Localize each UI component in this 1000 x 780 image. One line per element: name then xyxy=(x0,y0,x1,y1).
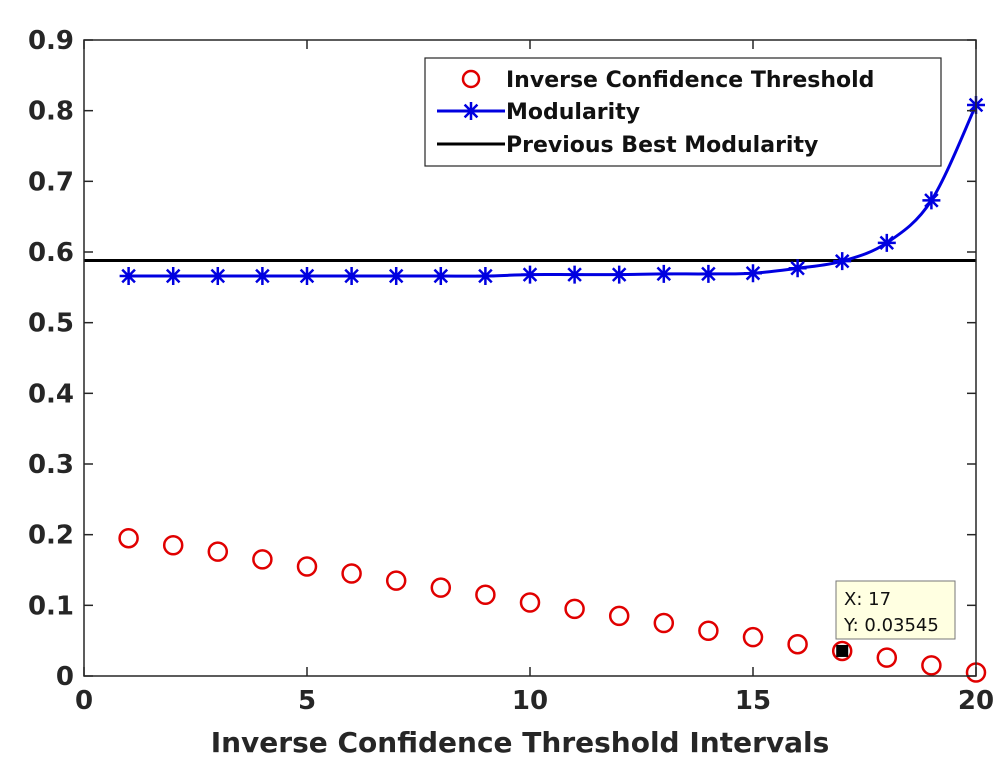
y-tick-label: 0 xyxy=(56,662,74,692)
modularity-point xyxy=(877,233,896,252)
modularity-point xyxy=(833,252,852,271)
modularity-point xyxy=(922,191,941,210)
datatip-x-text: X: 17 xyxy=(844,589,891,610)
x-tick-label: 10 xyxy=(512,686,548,716)
y-tick-label: 0.7 xyxy=(28,167,74,197)
modularity-point xyxy=(565,265,584,284)
modularity-point xyxy=(387,267,406,286)
inverse-confidence-threshold-point xyxy=(296,556,318,577)
modularity-point xyxy=(476,267,495,286)
modularity-point xyxy=(298,267,316,286)
y-tick-label: 0.8 xyxy=(28,97,74,127)
inverse-confidence-threshold-point xyxy=(162,535,184,556)
inverse-confidence-threshold-point xyxy=(921,655,942,676)
inverse-confidence-threshold-point xyxy=(519,592,541,613)
inverse-confidence-threshold-point xyxy=(475,584,496,605)
datatip[interactable]: X: 17 Y: 0.03545 xyxy=(835,580,956,640)
modularity-point xyxy=(431,267,450,286)
inverse-confidence-threshold-point xyxy=(608,605,630,627)
inverse-confidence-threshold-point xyxy=(118,527,139,549)
modularity-point xyxy=(654,264,673,283)
inverse-confidence-threshold-point xyxy=(653,612,675,634)
modularity-point xyxy=(610,265,629,284)
y-tick-label: 0.6 xyxy=(28,238,74,268)
inverse-confidence-threshold-point xyxy=(430,577,452,598)
legend-marker-modularity xyxy=(462,102,480,120)
modularity-point xyxy=(119,267,138,286)
inverse-confidence-threshold-point xyxy=(252,549,273,570)
x-tick-label: 20 xyxy=(958,686,994,716)
datatip-box xyxy=(835,580,956,640)
inverse-confidence-threshold-point xyxy=(876,647,898,668)
inverse-confidence-threshold-point xyxy=(341,563,362,584)
modularity-point xyxy=(699,264,718,283)
axis-ticks: 0 5 10 15 20 0 0.1 0.2 0.3 0.4 0.5 0.6 0.7 0.8 0.9 xyxy=(28,26,994,716)
y-tick-label: 0.5 xyxy=(28,309,74,339)
legend-label-modularity: Modularity xyxy=(506,100,640,125)
inverse-confidence-threshold-point xyxy=(564,598,585,620)
modularity-point xyxy=(521,265,539,284)
plot-area xyxy=(84,96,987,683)
x-tick-label: 0 xyxy=(75,686,93,716)
y-tick-label: 0.1 xyxy=(28,591,74,621)
modularity-point xyxy=(253,267,272,286)
y-tick-label: 0.4 xyxy=(28,379,74,409)
modularity-point xyxy=(208,267,227,286)
axes-frame xyxy=(83,39,977,677)
legend[interactable]: Inverse Confidence Threshold Modularity … xyxy=(424,57,942,167)
modularity-point xyxy=(342,267,361,286)
modularity-point xyxy=(788,259,807,278)
datatip-y-text: Y: 0.03545 xyxy=(843,615,939,636)
y-tick-label: 0.9 xyxy=(28,26,74,56)
inverse-confidence-threshold-point xyxy=(385,570,407,591)
x-tick-label: 5 xyxy=(298,686,316,716)
legend-label-inverse-confidence-threshold: Inverse Confidence Threshold xyxy=(506,68,874,93)
legend-marker-inverse-confidence-threshold xyxy=(461,69,481,89)
modularity-point xyxy=(164,267,183,286)
y-tick-label: 0.3 xyxy=(28,450,74,480)
inverse-confidence-threshold-point xyxy=(831,640,853,662)
inverse-confidence-threshold-point xyxy=(742,626,764,648)
legend-label-previous-best-modularity: Previous Best Modularity xyxy=(506,133,818,158)
x-tick-label: 15 xyxy=(735,686,771,716)
inverse-confidence-threshold-point xyxy=(207,541,229,562)
legend-box xyxy=(424,57,942,167)
datatip-marker[interactable] xyxy=(836,644,849,657)
x-axis-title: Inverse Confidence Threshold Intervals xyxy=(211,726,830,759)
y-tick-label: 0.2 xyxy=(28,521,74,551)
inverse-confidence-threshold-point xyxy=(698,620,719,642)
inverse-confidence-threshold-point xyxy=(787,633,808,655)
modularity-point xyxy=(744,264,762,283)
